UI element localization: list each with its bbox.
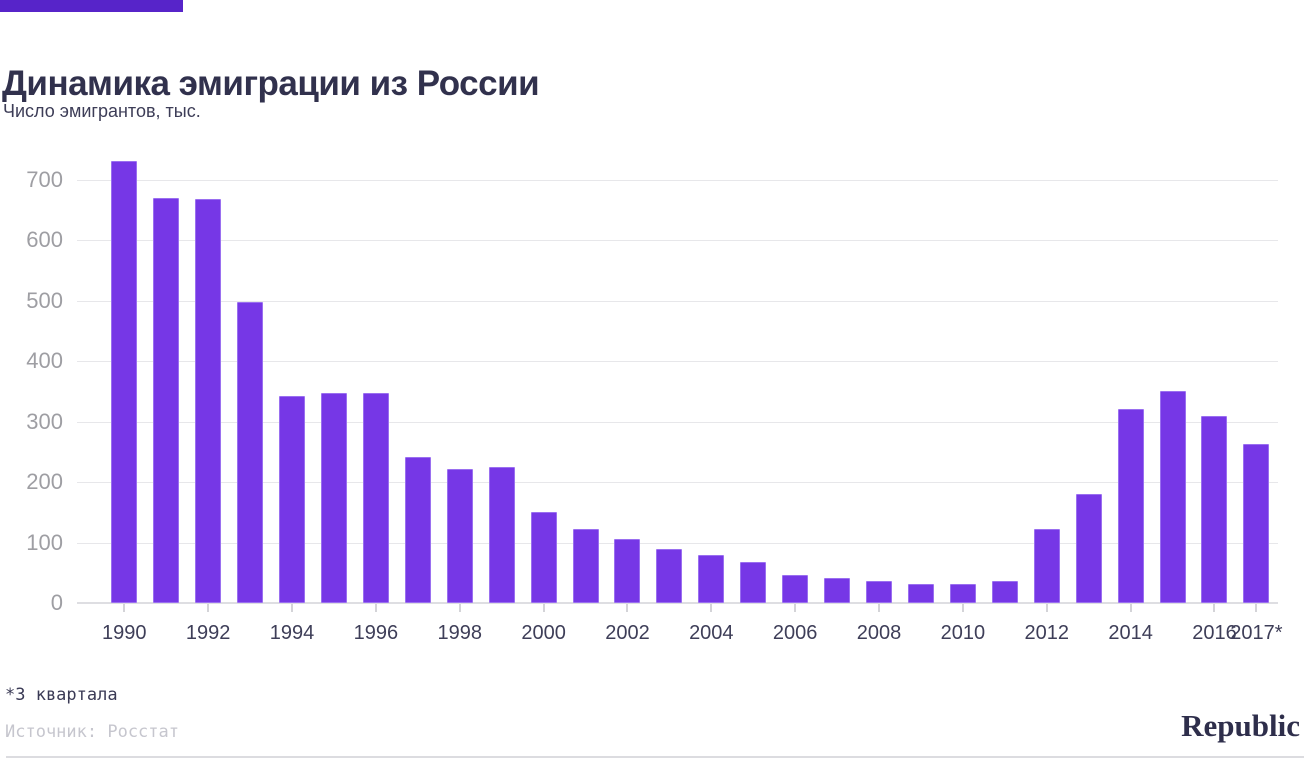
- bar-2015[interactable]: [1159, 390, 1186, 603]
- x-axis-label-2008: 2008: [856, 622, 902, 644]
- x-axis-label-1994: 1994: [269, 622, 315, 644]
- x-axis-label-2014: 2014: [1108, 622, 1153, 644]
- gridline-100: [77, 542, 1278, 544]
- chart-source: Источник: Росстат: [5, 722, 179, 742]
- x-tick-1998: [458, 604, 461, 612]
- bar-1996[interactable]: [362, 393, 389, 603]
- bar-1995[interactable]: [320, 393, 347, 603]
- y-axis-label-200: 200: [26, 469, 63, 494]
- bar-1998[interactable]: [446, 469, 473, 603]
- bar-2010[interactable]: [949, 583, 976, 603]
- gridline-200: [77, 482, 1278, 483]
- y-axis-label-0: 0: [50, 590, 63, 615]
- bar-2007[interactable]: [824, 577, 851, 603]
- brand-accent-bar: [0, 0, 183, 12]
- bar-1999[interactable]: [488, 467, 515, 603]
- x-axis-label-1990: 1990: [102, 622, 147, 644]
- x-axis-label-2012: 2012: [1024, 622, 1070, 644]
- bar-2013[interactable]: [1075, 494, 1102, 603]
- bar-1990[interactable]: [111, 161, 138, 603]
- y-axis-label-100: 100: [26, 529, 63, 555]
- bar-2000[interactable]: [530, 511, 557, 603]
- bar-1997[interactable]: [404, 457, 431, 603]
- gridline-500: [77, 300, 1278, 302]
- bar-1993[interactable]: [237, 302, 264, 603]
- gridline-300: [77, 421, 1278, 423]
- bar-2014[interactable]: [1117, 409, 1144, 603]
- bar-2006[interactable]: [782, 574, 809, 603]
- bar-2004[interactable]: [698, 554, 725, 603]
- bar-1992[interactable]: [195, 199, 222, 603]
- x-axis-label-1998: 1998: [437, 622, 482, 644]
- bar-2008[interactable]: [866, 581, 893, 603]
- bar-2016[interactable]: [1201, 416, 1228, 603]
- gridline-600: [77, 240, 1278, 241]
- x-tick-1992: [207, 604, 210, 612]
- republic-logo[interactable]: Republic: [1181, 708, 1300, 743]
- y-axis-label-300: 300: [26, 408, 63, 434]
- bar-2017[interactable]: [1243, 444, 1270, 603]
- bottom-divider: [6, 756, 1304, 758]
- x-tick-2002: [626, 604, 629, 612]
- chart-subtitle: Число эмигрантов, тыс.: [3, 101, 201, 121]
- x-tick-1990: [123, 604, 126, 612]
- x-tick-2016: [1213, 604, 1216, 612]
- x-tick-2004: [710, 604, 713, 612]
- x-tick-2008: [878, 604, 881, 612]
- x-axis-label-2000: 2000: [521, 622, 566, 644]
- x-axis-label-2017: 2017*: [1230, 622, 1283, 644]
- gridline-700: [77, 179, 1278, 181]
- x-tick-2012: [1045, 604, 1048, 612]
- x-tick-1996: [374, 604, 377, 612]
- bar-2002[interactable]: [614, 538, 641, 603]
- y-axis-label-600: 600: [26, 227, 63, 252]
- x-axis-label-1996: 1996: [353, 622, 399, 644]
- x-tick-1994: [291, 604, 294, 612]
- x-axis-label-2016: 2016: [1192, 622, 1237, 644]
- bar-2012[interactable]: [1033, 529, 1060, 603]
- y-axis-label-700: 700: [26, 166, 63, 192]
- chart-footnote: *3 квартала: [5, 685, 118, 705]
- x-tick-2014: [1129, 604, 1132, 612]
- x-tick-2006: [794, 604, 797, 612]
- bar-2001[interactable]: [572, 529, 599, 603]
- bar-2011[interactable]: [991, 581, 1018, 603]
- x-tick-2000: [542, 604, 545, 612]
- y-axis-label-400: 400: [26, 348, 63, 373]
- bar-2003[interactable]: [656, 548, 683, 603]
- bar-1991[interactable]: [153, 198, 180, 603]
- x-tick-2010: [961, 604, 964, 612]
- x-tick-2017: [1255, 604, 1258, 612]
- gridline-400: [77, 361, 1278, 362]
- y-axis-label-500: 500: [26, 287, 63, 313]
- x-axis-line: [77, 602, 1278, 604]
- x-axis-label-2002: 2002: [605, 622, 650, 644]
- bar-2009[interactable]: [907, 584, 934, 603]
- x-axis-label-2010: 2010: [940, 622, 986, 644]
- x-axis-label-2006: 2006: [772, 622, 818, 644]
- x-axis-label-2004: 2004: [689, 622, 734, 644]
- bar-1994[interactable]: [279, 396, 306, 603]
- bar-2005[interactable]: [740, 561, 767, 603]
- x-axis-label-1992: 1992: [185, 622, 231, 644]
- chart-title: Динамика эмиграции из России: [2, 64, 540, 104]
